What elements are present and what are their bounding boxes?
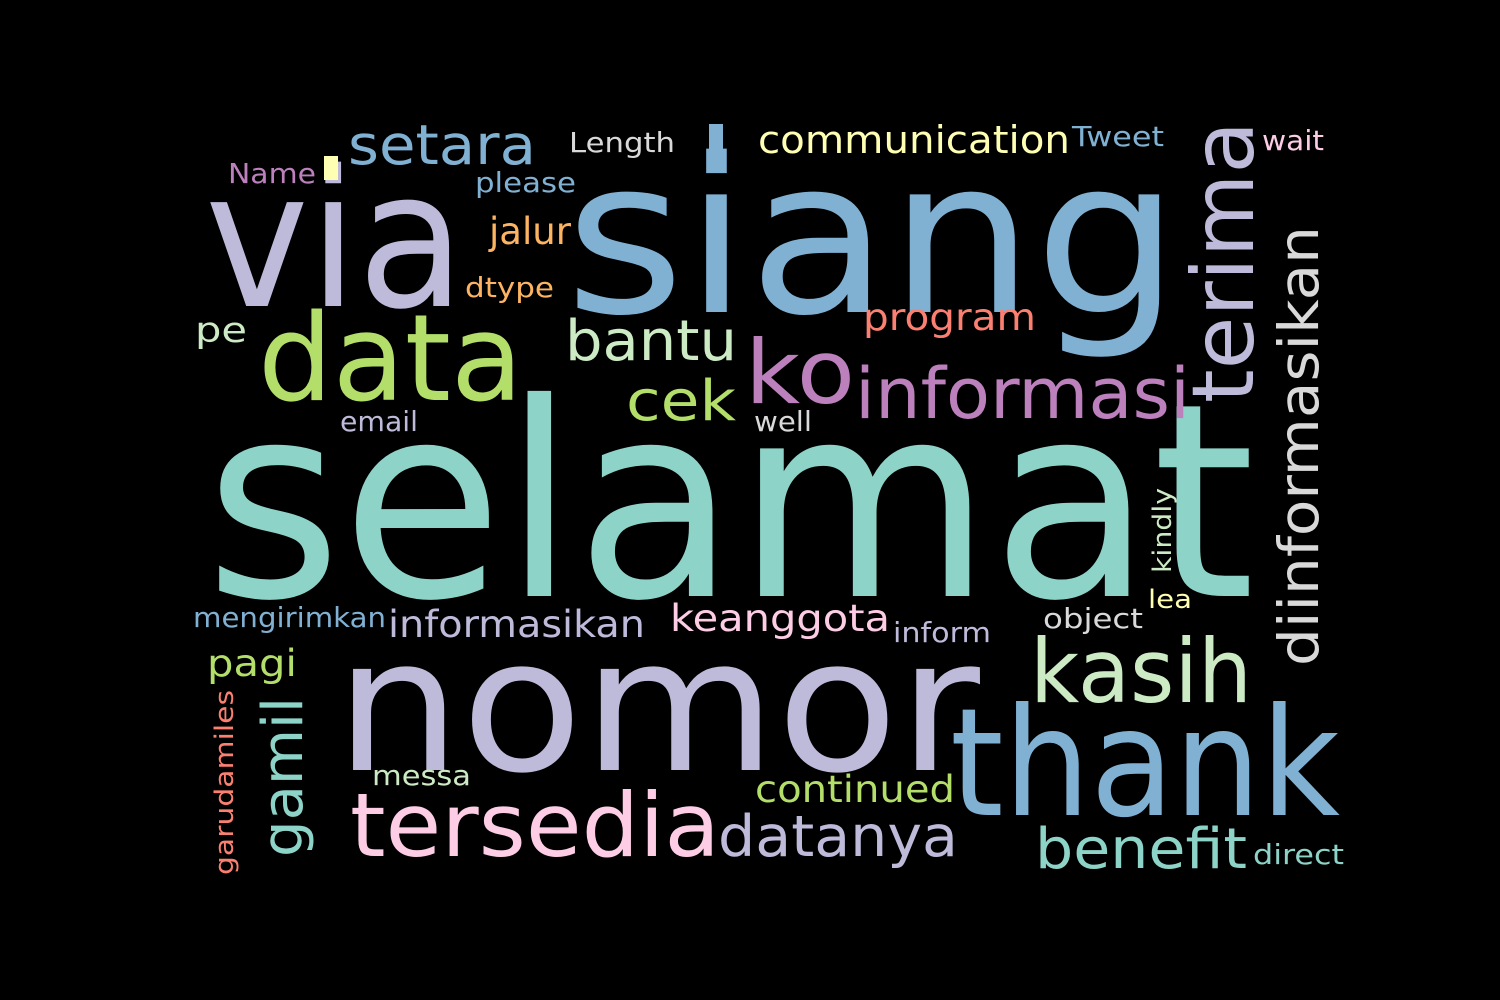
word-lea: lea <box>1148 585 1192 615</box>
word-cek: cek <box>626 369 737 434</box>
word-Tweet: Tweet <box>1071 120 1164 153</box>
word-bantu: bantu <box>565 309 737 374</box>
word-datanya: datanya <box>718 804 958 870</box>
word-direct: direct <box>1253 838 1344 871</box>
word-email: email <box>340 405 418 438</box>
word-nomor: nomor <box>335 598 981 814</box>
word-Length: Length <box>569 126 675 159</box>
word-tersedia: tersedia <box>350 774 720 877</box>
word-dtype: dtype <box>465 271 554 304</box>
word-kindly: kindly <box>1148 488 1178 573</box>
word-wait: wait <box>1262 124 1324 157</box>
word-informasi: informasi <box>855 353 1190 435</box>
word-continued: continued <box>755 768 955 811</box>
word-setara: setara <box>348 113 536 177</box>
word-data: data <box>258 290 523 429</box>
word-kasih: kasih <box>1030 620 1252 723</box>
word-thank: thank <box>950 677 1340 851</box>
word-ko: ko <box>745 321 855 424</box>
word-gamil: gamil <box>251 697 316 857</box>
word-messa: messa <box>372 759 471 792</box>
word-pe: pe <box>195 311 247 351</box>
word-program: program <box>863 296 1036 339</box>
word-pagi: pagi <box>207 642 297 685</box>
word-terima: terima <box>1174 121 1274 403</box>
word-communication: communication <box>758 118 1070 162</box>
word-jalur: jalur <box>488 210 572 253</box>
word-diinformasikan: diinformasikan <box>1267 226 1331 666</box>
word-garudamiles: garudamiles <box>210 690 240 875</box>
word-Name: Name <box>228 157 316 190</box>
word-object: object <box>1043 602 1143 635</box>
word-benefit: benefit <box>1035 817 1247 882</box>
small-bar-2 <box>324 156 338 180</box>
word-please: please <box>475 166 576 199</box>
word-mengirimkan: mengirimkan <box>193 601 386 634</box>
word-informasikan: informasikan <box>388 603 645 646</box>
word-selamat: selamat <box>205 345 1255 660</box>
small-bar-1 <box>709 124 723 150</box>
word-keanggota: keanggota <box>670 597 890 640</box>
word-inform: inform <box>893 616 991 649</box>
word-siang: siang <box>565 112 1180 363</box>
word-well: well <box>754 405 812 438</box>
